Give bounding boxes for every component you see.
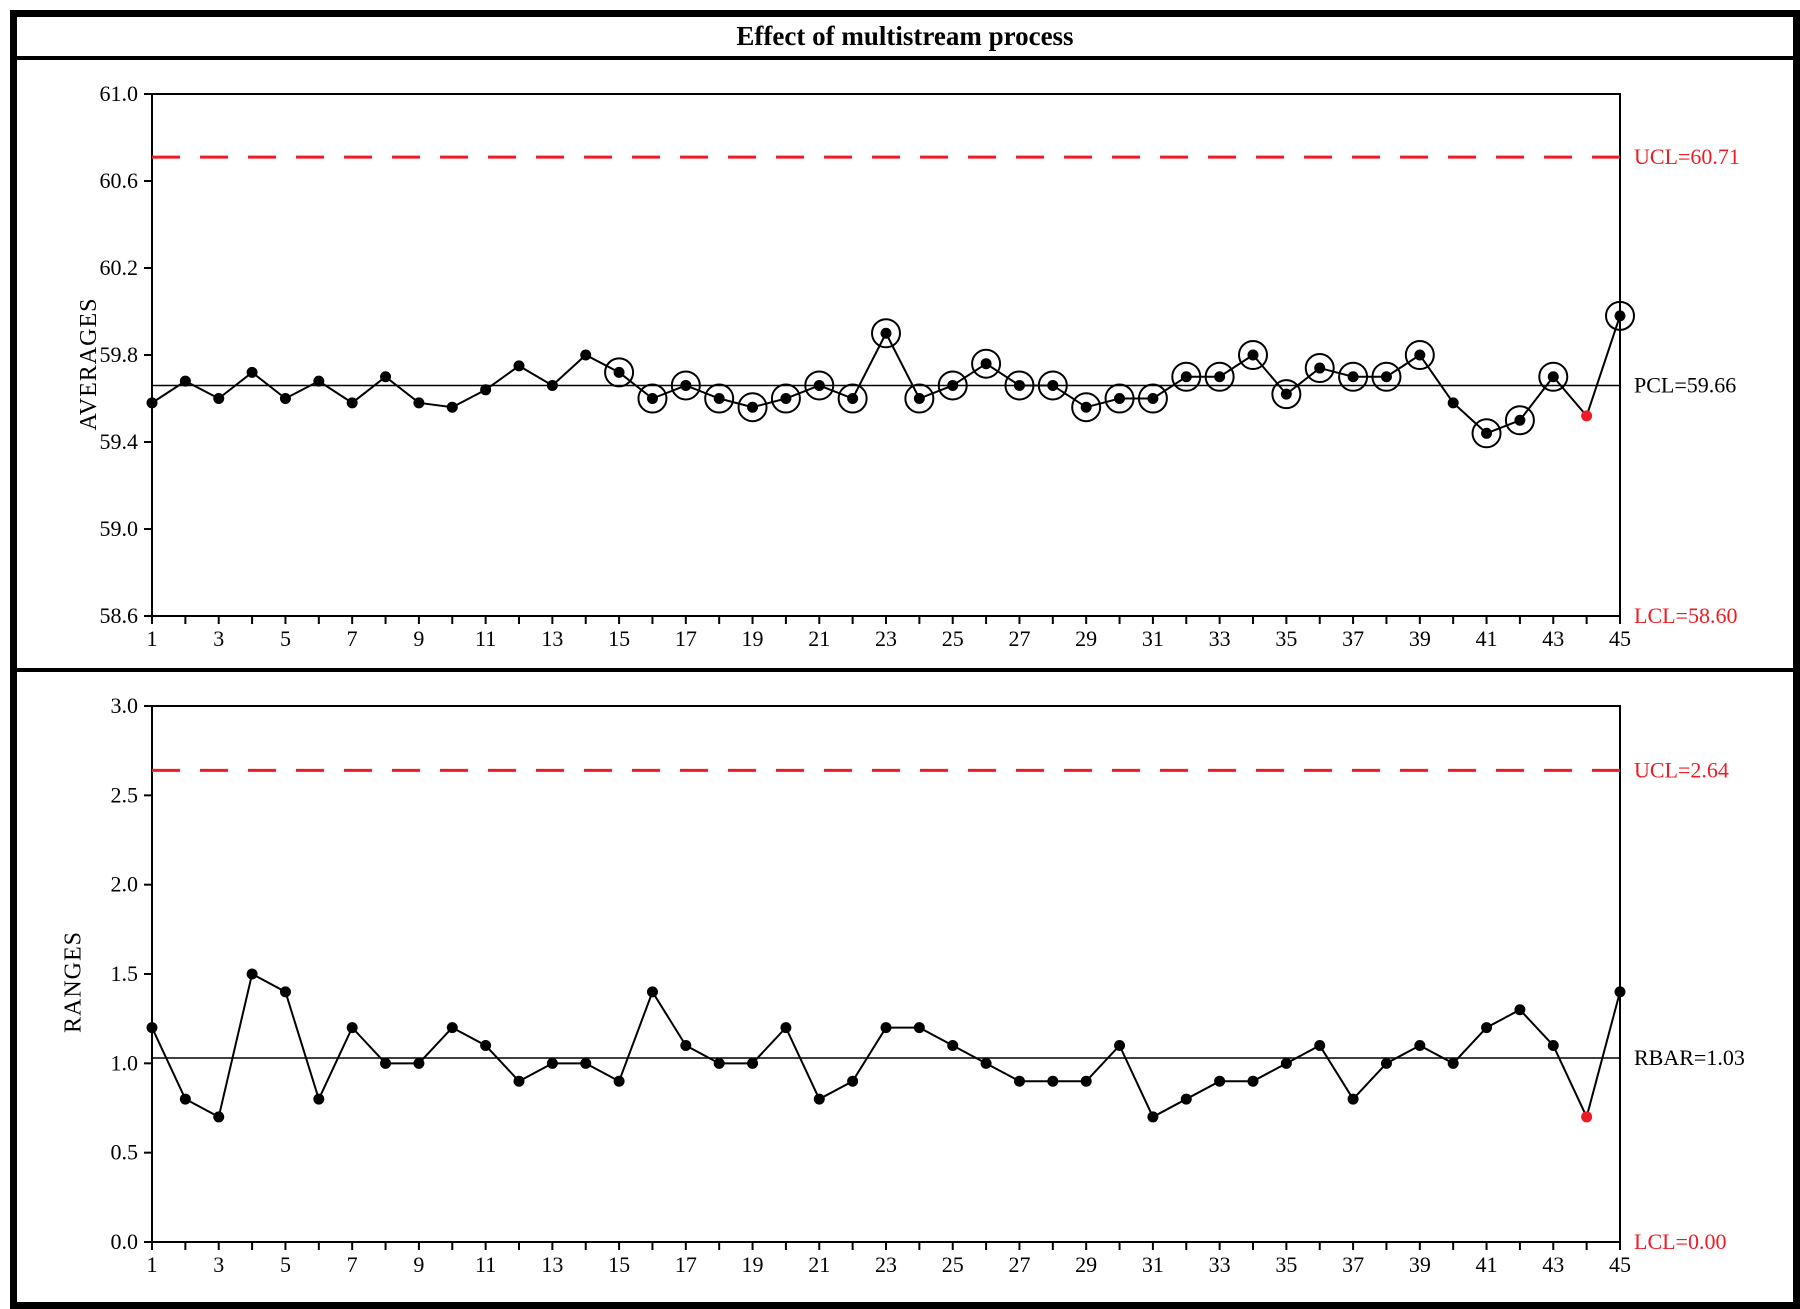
- svg-text:27: 27: [1008, 626, 1030, 651]
- svg-text:1: 1: [147, 626, 158, 651]
- svg-text:UCL=60.71: UCL=60.71: [1634, 144, 1740, 169]
- svg-text:29: 29: [1075, 626, 1097, 651]
- svg-text:33: 33: [1209, 626, 1231, 651]
- svg-text:11: 11: [475, 626, 496, 651]
- svg-text:5: 5: [280, 626, 291, 651]
- svg-text:21: 21: [808, 626, 830, 651]
- svg-text:31: 31: [1142, 626, 1164, 651]
- svg-text:11: 11: [475, 1252, 496, 1277]
- svg-text:39: 39: [1409, 626, 1431, 651]
- svg-text:1.0: 1.0: [111, 1050, 139, 1075]
- svg-text:0.0: 0.0: [111, 1229, 139, 1254]
- svg-text:45: 45: [1609, 626, 1631, 651]
- svg-text:60.6: 60.6: [100, 168, 139, 193]
- svg-text:43: 43: [1542, 1252, 1564, 1277]
- svg-text:25: 25: [942, 1252, 964, 1277]
- svg-text:58.6: 58.6: [100, 603, 139, 628]
- svg-text:59.0: 59.0: [100, 516, 139, 541]
- svg-text:25: 25: [942, 626, 964, 651]
- svg-text:23: 23: [875, 1252, 897, 1277]
- svg-text:60.2: 60.2: [100, 255, 139, 280]
- svg-text:41: 41: [1476, 1252, 1498, 1277]
- ranges-chart: 0.00.51.01.52.02.53.01357911131517192123…: [77, 672, 1793, 1292]
- svg-text:59.4: 59.4: [100, 429, 139, 454]
- svg-text:13: 13: [541, 626, 563, 651]
- svg-text:19: 19: [742, 626, 764, 651]
- svg-text:PCL=59.66: PCL=59.66: [1634, 372, 1736, 397]
- svg-text:35: 35: [1275, 1252, 1297, 1277]
- svg-text:29: 29: [1075, 1252, 1097, 1277]
- svg-text:9: 9: [413, 626, 424, 651]
- page-title: Effect of multistream process: [17, 17, 1793, 56]
- svg-text:15: 15: [608, 626, 630, 651]
- svg-text:31: 31: [1142, 1252, 1164, 1277]
- svg-text:15: 15: [608, 1252, 630, 1277]
- svg-text:13: 13: [541, 1252, 563, 1277]
- svg-text:19: 19: [742, 1252, 764, 1277]
- svg-text:3: 3: [213, 1252, 224, 1277]
- svg-text:7: 7: [347, 626, 358, 651]
- averages-panel: AVERAGES 58.659.059.459.860.260.661.0135…: [17, 56, 1793, 668]
- svg-text:UCL=2.64: UCL=2.64: [1634, 757, 1729, 782]
- svg-text:59.8: 59.8: [100, 342, 139, 367]
- svg-text:37: 37: [1342, 626, 1364, 651]
- svg-text:1: 1: [147, 1252, 158, 1277]
- svg-text:7: 7: [347, 1252, 358, 1277]
- svg-text:21: 21: [808, 1252, 830, 1277]
- svg-text:5: 5: [280, 1252, 291, 1277]
- svg-text:39: 39: [1409, 1252, 1431, 1277]
- outer-frame: Effect of multistream process AVERAGES 5…: [10, 10, 1800, 1309]
- svg-text:3.0: 3.0: [111, 693, 139, 718]
- svg-text:1.5: 1.5: [111, 961, 139, 986]
- averages-chart: 58.659.059.459.860.260.661.0135791113151…: [77, 60, 1793, 668]
- svg-text:23: 23: [875, 626, 897, 651]
- svg-text:LCL=58.60: LCL=58.60: [1634, 603, 1737, 628]
- svg-text:0.5: 0.5: [111, 1140, 139, 1165]
- svg-text:LCL=0.00: LCL=0.00: [1634, 1229, 1726, 1254]
- ranges-panel: RANGES 0.00.51.01.52.02.53.0135791113151…: [17, 668, 1793, 1292]
- svg-text:37: 37: [1342, 1252, 1364, 1277]
- svg-text:35: 35: [1275, 626, 1297, 651]
- svg-text:3: 3: [213, 626, 224, 651]
- svg-text:43: 43: [1542, 626, 1564, 651]
- svg-text:61.0: 61.0: [100, 81, 139, 106]
- svg-text:17: 17: [675, 626, 697, 651]
- svg-text:9: 9: [413, 1252, 424, 1277]
- svg-text:17: 17: [675, 1252, 697, 1277]
- svg-text:27: 27: [1008, 1252, 1030, 1277]
- svg-text:33: 33: [1209, 1252, 1231, 1277]
- svg-text:2.0: 2.0: [111, 872, 139, 897]
- svg-text:RBAR=1.03: RBAR=1.03: [1634, 1045, 1745, 1070]
- svg-text:41: 41: [1476, 626, 1498, 651]
- svg-text:2.5: 2.5: [111, 782, 139, 807]
- svg-text:45: 45: [1609, 1252, 1631, 1277]
